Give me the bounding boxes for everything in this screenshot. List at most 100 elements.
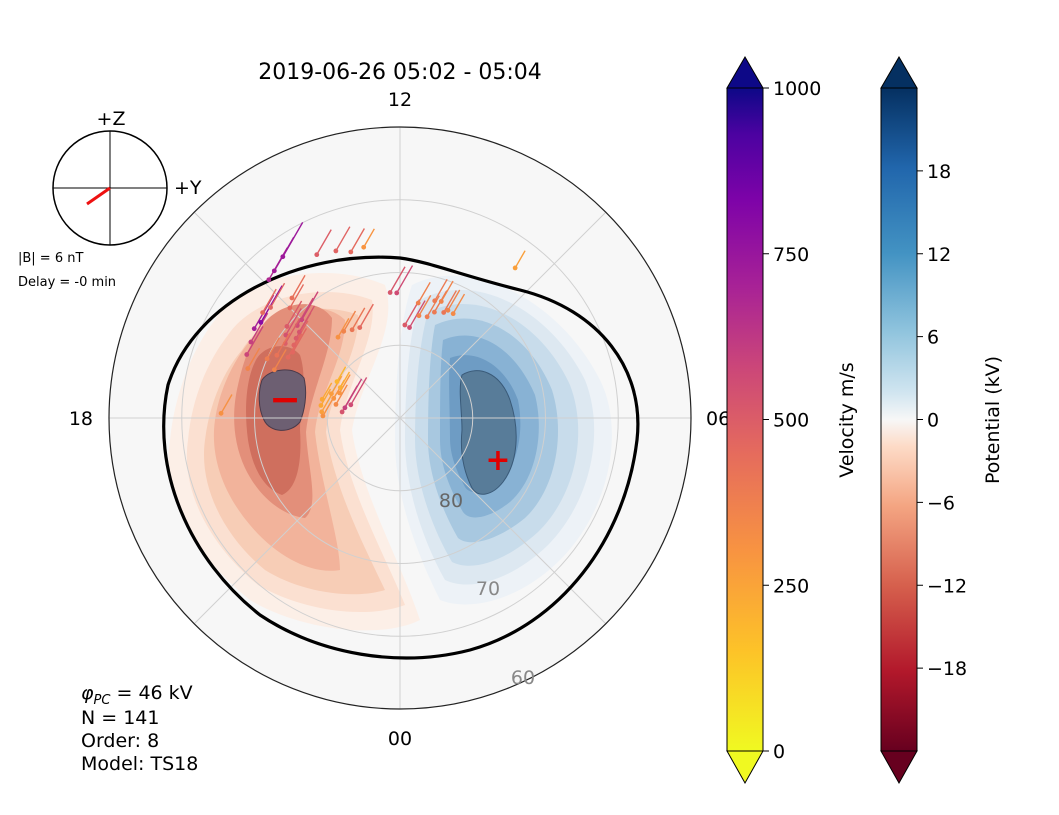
velocity-vector-line bbox=[452, 293, 466, 314]
velocity-vector-point bbox=[260, 310, 266, 315]
imf-vector bbox=[86, 186, 111, 206]
mlt-label-00: 00 bbox=[388, 728, 412, 750]
velocity-vector-line bbox=[350, 377, 368, 406]
velocity-vector-point bbox=[319, 409, 325, 415]
velocity-vector-point bbox=[387, 290, 393, 295]
imf-magnitude: |B| = 6 nT bbox=[18, 251, 83, 266]
velocity-vector-line bbox=[339, 371, 351, 388]
velocity-vector-line bbox=[514, 250, 526, 269]
potential-colorbar-body bbox=[880, 87, 918, 752]
potential-colorbar-tick-label: 18 bbox=[927, 161, 951, 183]
velocity-vector-point bbox=[266, 277, 272, 283]
velocity-vector-point bbox=[293, 335, 299, 341]
velocity-vector-line bbox=[301, 291, 319, 321]
potential-colorbar-tick-label: 0 bbox=[927, 410, 939, 432]
velocity-vector-point bbox=[290, 349, 296, 355]
velocity-vector-point bbox=[341, 328, 347, 334]
velocity-vector-line bbox=[440, 280, 454, 302]
velocity-vector-line bbox=[447, 289, 461, 311]
velocity-vector-point bbox=[349, 327, 355, 333]
velocity-colorbar-tick-label: 1000 bbox=[773, 78, 821, 100]
velocity-vector-line bbox=[363, 228, 375, 248]
velocity-vector-line bbox=[289, 284, 305, 309]
velocity-vector-line bbox=[298, 305, 316, 333]
velocity-vector-point bbox=[333, 248, 339, 254]
chart-title: 2019-06-26 05:02 - 05:04 bbox=[258, 60, 542, 85]
velocity-vector-point bbox=[342, 405, 348, 411]
potential-colorbar-tick-label: 12 bbox=[927, 244, 951, 266]
velocity-vector-point bbox=[314, 252, 320, 258]
velocity-vector-line bbox=[321, 382, 333, 400]
mlt-label-12: 12 bbox=[388, 89, 412, 111]
potential-colorbar-label: Potential (kV) bbox=[982, 356, 1004, 484]
potential-min-marker: − bbox=[269, 377, 301, 421]
velocity-vector-point bbox=[285, 354, 291, 360]
velocity-vector-point bbox=[284, 324, 290, 329]
velocity-vectors bbox=[218, 222, 526, 419]
velocity-vector-line bbox=[316, 229, 332, 256]
velocity-vector-line bbox=[262, 288, 277, 313]
velocity-vector-point bbox=[416, 313, 422, 319]
velocity-vector-line bbox=[273, 349, 287, 371]
velocity-vector-line bbox=[443, 290, 457, 313]
velocity-vector-line bbox=[330, 375, 343, 395]
velocity-vector-point bbox=[251, 326, 257, 332]
velocity-vector-line bbox=[284, 318, 301, 344]
velocity-vector-line bbox=[426, 295, 440, 318]
velocity-vector-point bbox=[264, 356, 270, 362]
velocity-vector-line bbox=[343, 310, 357, 332]
velocity-vector-point bbox=[299, 317, 305, 323]
velocity-vector-point bbox=[333, 401, 339, 407]
velocity-vector-line bbox=[344, 378, 363, 409]
velocity-vector-point bbox=[244, 352, 250, 357]
potential-colorbar-top-extend bbox=[880, 56, 918, 89]
velocity-vector-line bbox=[389, 266, 406, 293]
potential-colorbar-tick-label: −6 bbox=[927, 492, 955, 514]
velocity-vector-line bbox=[337, 318, 350, 338]
velocity-vector-line bbox=[338, 374, 351, 394]
velocity-vector-line bbox=[336, 366, 347, 382]
velocity-vector-line bbox=[434, 278, 448, 302]
velocity-vector-line bbox=[396, 265, 414, 294]
velocity-colorbar-tick-label: 750 bbox=[773, 244, 809, 266]
velocity-vector-line bbox=[418, 295, 432, 317]
mlt-spoke-21 bbox=[193, 417, 401, 625]
velocity-colorbar-body bbox=[726, 87, 764, 752]
velocity-colorbar: 0 250 500 750 1000 Velocity m/s bbox=[726, 56, 858, 785]
potential-colorbar-bottom-extend bbox=[880, 750, 918, 785]
velocity-vector-line bbox=[269, 282, 286, 308]
velocity-vector-point bbox=[337, 390, 342, 396]
stat-phi-pc: φPC = 46 kV bbox=[81, 682, 193, 708]
velocity-vector-point bbox=[339, 409, 345, 415]
velocity-vector-point bbox=[291, 342, 297, 348]
velocity-vector-line bbox=[335, 384, 348, 405]
velocity-vector-line bbox=[246, 326, 264, 355]
velocity-vector-point bbox=[320, 413, 326, 419]
lat-label-70: 70 bbox=[476, 578, 500, 600]
velocity-vector-point bbox=[296, 329, 302, 335]
potential-max-marker: + bbox=[485, 443, 510, 478]
potential-colorbar-tick-label: 6 bbox=[927, 327, 939, 349]
velocity-vector-point bbox=[348, 402, 354, 408]
velocity-vector-point bbox=[248, 339, 254, 345]
velocity-vector-point bbox=[450, 311, 456, 317]
velocity-vector-line bbox=[286, 300, 303, 327]
positive-potential-cell bbox=[395, 275, 612, 605]
velocity-vector-line bbox=[260, 285, 283, 323]
velocity-vector-point bbox=[218, 410, 224, 416]
velocity-vector-point bbox=[424, 314, 430, 320]
velocity-vector-point bbox=[245, 366, 251, 371]
velocity-vector-point bbox=[445, 307, 451, 313]
lat-label-80: 80 bbox=[439, 490, 463, 512]
imf-y-label: +Y bbox=[174, 177, 202, 199]
potential-colorbar-tick-label: −18 bbox=[927, 658, 967, 680]
velocity-colorbar-tick-label: 0 bbox=[773, 741, 785, 763]
velocity-vector-point bbox=[331, 395, 337, 401]
velocity-vector-point bbox=[361, 244, 367, 250]
mlt-spoke-9 bbox=[399, 211, 607, 419]
velocity-vector-line bbox=[335, 226, 351, 252]
velocity-vector-point bbox=[431, 309, 437, 315]
imf-clock-dial: +Z +Y bbox=[52, 108, 202, 246]
imf-delay: Delay = -0 min bbox=[18, 275, 116, 290]
velocity-vector-line bbox=[285, 308, 302, 336]
